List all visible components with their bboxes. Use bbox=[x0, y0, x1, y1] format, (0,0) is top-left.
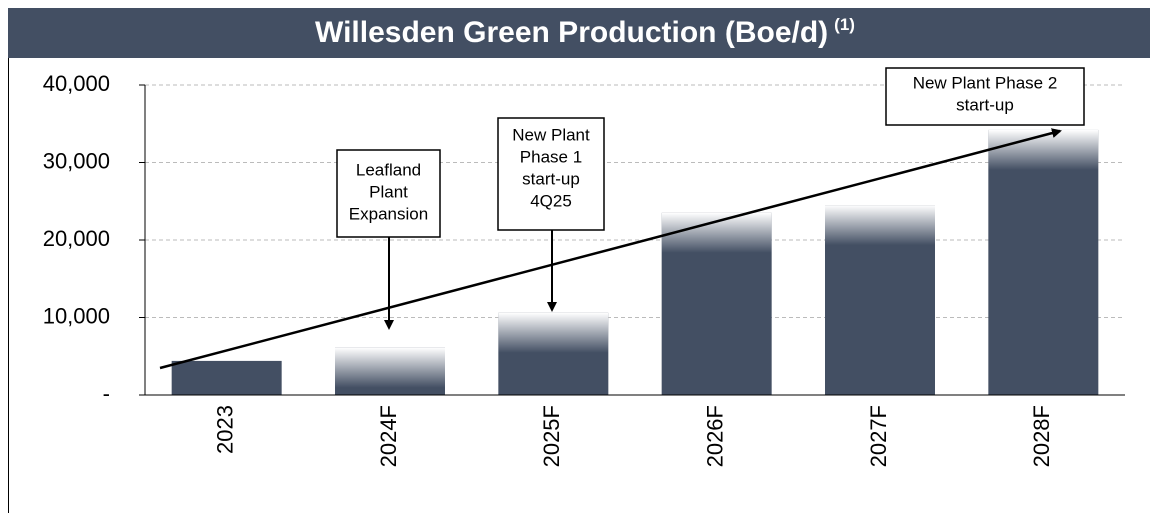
bar-fade bbox=[335, 347, 445, 388]
annotation-text: New Plant Phase 2 bbox=[913, 73, 1058, 92]
y-tick-label: - bbox=[103, 381, 110, 406]
y-tick-label: 30,000 bbox=[43, 148, 110, 173]
x-tick-label: 2024F bbox=[376, 405, 401, 467]
title-note: (1) bbox=[834, 15, 855, 34]
chart-title: Willesden Green Production (Boe/d) bbox=[315, 16, 828, 49]
x-tick-label: 2025F bbox=[539, 405, 564, 467]
bar-fade bbox=[825, 205, 935, 246]
annotation-text: Phase 1 bbox=[520, 147, 582, 166]
title-bar bbox=[8, 8, 1150, 58]
annotation-text: start-up bbox=[956, 95, 1014, 114]
bar-fade bbox=[498, 312, 609, 353]
bar bbox=[171, 360, 282, 395]
x-tick-label: 2023 bbox=[212, 405, 237, 454]
annotation-text: Plant bbox=[369, 182, 408, 201]
annotation-box bbox=[497, 117, 605, 231]
bar-fade bbox=[661, 212, 772, 253]
annotation-text: Leafland bbox=[356, 160, 421, 179]
annotation-box bbox=[885, 67, 1085, 126]
plot-area: - 10,000 20,000 30,000 40,000 2023 2024F 2025F 2… bbox=[43, 71, 1125, 467]
y-tick-label: 20,000 bbox=[43, 226, 110, 251]
annotation-text: New Plant bbox=[512, 125, 590, 144]
annotation-text: Expansion bbox=[349, 204, 428, 223]
bar bbox=[988, 129, 1099, 395]
annotations: Leafland Plant Expansion New Plant Phase 1 st… bbox=[159, 67, 1085, 370]
annotation-box bbox=[336, 149, 441, 238]
x-tick-label: 2028F bbox=[1029, 405, 1054, 467]
x-tick-label: 2027F bbox=[866, 405, 891, 467]
annotation-text: start-up bbox=[522, 169, 580, 188]
trend-arrow bbox=[159, 128, 1062, 370]
y-tick-label: 10,000 bbox=[43, 303, 110, 328]
y-tick-label: 40,000 bbox=[43, 71, 110, 96]
x-tick-label: 2026F bbox=[702, 405, 727, 467]
title-group: Willesden Green Production (Boe/d) (1) bbox=[315, 15, 855, 48]
annotation-text: 4Q25 bbox=[530, 191, 572, 210]
